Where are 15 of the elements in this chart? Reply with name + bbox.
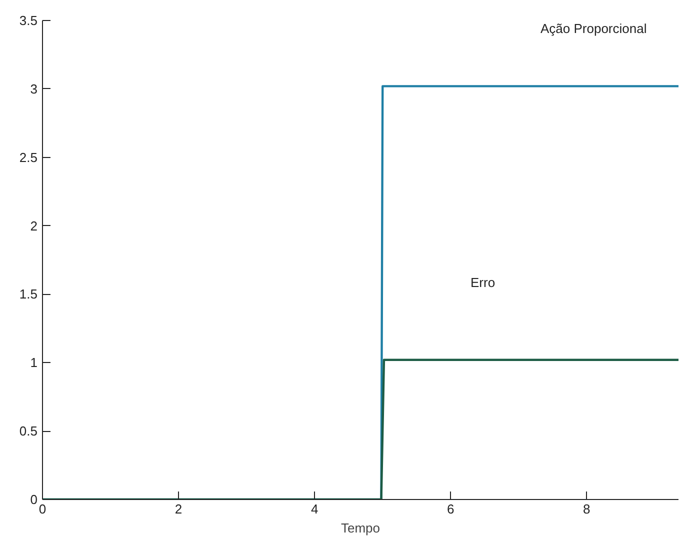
y-tick-label: 1 <box>30 355 38 370</box>
x-axis-title: Tempo <box>340 520 380 536</box>
x-tick-label: 8 <box>583 502 590 516</box>
annotation: Ação Proporcional <box>540 21 647 36</box>
x-tick-label: 4 <box>310 502 318 516</box>
y-tick-label: 3 <box>30 81 38 96</box>
annotation: Erro <box>470 275 496 290</box>
x-tick-label: 6 <box>447 502 454 516</box>
y-tick-label: 1.5 <box>19 286 38 302</box>
y-tick-label: 0.5 <box>19 424 38 439</box>
y-tick-label: 2 <box>30 218 38 234</box>
x-tick-label: 2 <box>174 502 182 516</box>
y-tick-label: 0 <box>30 492 38 507</box>
y-tick-label: 3.5 <box>19 13 38 28</box>
y-tick-label: 2.5 <box>19 150 38 165</box>
